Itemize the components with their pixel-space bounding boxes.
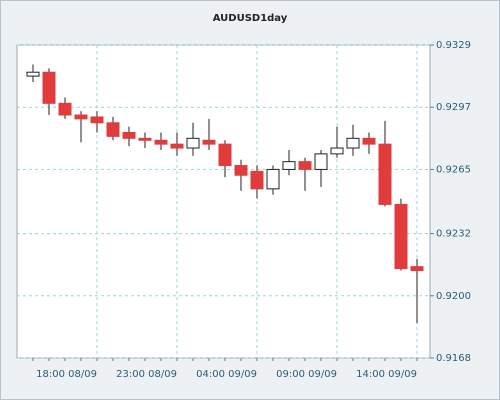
- x-tick-label: 14:00 09/09: [356, 369, 417, 380]
- candle-body: [362, 137, 376, 145]
- candle-body: [330, 147, 344, 155]
- chart-title: AUDUSD1day: [213, 13, 288, 24]
- candle-body: [346, 137, 360, 149]
- candle-body: [74, 114, 88, 120]
- candle-body: [154, 139, 168, 145]
- candle-body: [250, 170, 264, 190]
- x-tick-label: 09:00 09/09: [276, 369, 337, 380]
- candle-body: [122, 131, 136, 139]
- x-tick-label: 04:00 09/09: [196, 369, 257, 380]
- y-tick-label: 0.9329: [436, 40, 471, 51]
- candle-body: [378, 143, 392, 205]
- candle-body: [186, 137, 200, 149]
- candle-body: [298, 161, 312, 170]
- candle-body: [42, 71, 56, 104]
- candle-body: [170, 143, 184, 149]
- candle-body: [202, 139, 216, 145]
- candle-body: [218, 143, 232, 167]
- candle-body: [394, 203, 408, 270]
- y-tick-label: 0.9265: [436, 164, 471, 175]
- y-tick-label: 0.9200: [436, 291, 471, 302]
- candle-body: [234, 165, 248, 176]
- candle-body: [266, 168, 280, 190]
- x-tick-label: 18:00 08/09: [36, 369, 97, 380]
- plot-area: [16, 44, 431, 359]
- candle-body: [314, 153, 328, 170]
- y-tick-label: 0.9168: [436, 353, 471, 364]
- candle-body: [90, 116, 104, 124]
- candle-body: [282, 161, 296, 170]
- x-tick-label: 23:00 08/09: [116, 369, 177, 380]
- y-tick-label: 0.9297: [436, 102, 471, 113]
- candle-body: [26, 71, 40, 77]
- candle-body: [138, 137, 152, 141]
- candle-body: [410, 266, 424, 272]
- y-tick-label: 0.9232: [436, 229, 471, 240]
- candle-body: [106, 122, 120, 137]
- candle-body: [58, 102, 72, 116]
